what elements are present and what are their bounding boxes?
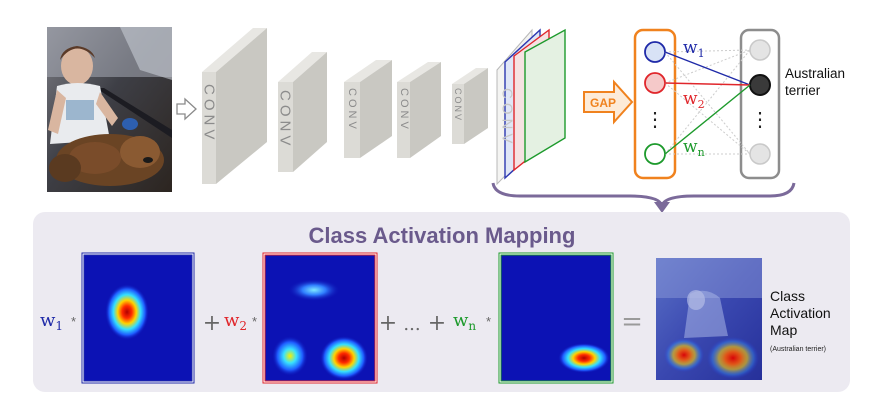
result-line1: Class bbox=[770, 288, 805, 304]
cam-title: Class Activation Mapping bbox=[309, 223, 576, 248]
conv-layer-5: CONV bbox=[452, 68, 488, 144]
gap-node-n bbox=[644, 143, 666, 165]
gap-node-2 bbox=[644, 72, 666, 94]
gap-node-column: ⋮ bbox=[633, 28, 677, 180]
result-note: (Australian terrier) bbox=[770, 346, 826, 353]
output-node-last bbox=[749, 143, 771, 165]
conv-label-6: CONV bbox=[499, 88, 516, 147]
output-node-ellipsis: ⋮ bbox=[750, 109, 770, 131]
output-node-column: ⋮ bbox=[739, 28, 781, 180]
output-class-line1: Australian bbox=[785, 66, 845, 81]
term-weight-1: w1 bbox=[40, 310, 63, 333]
weight-edge-n bbox=[664, 84, 751, 155]
conv-label-2: CONV bbox=[277, 90, 294, 149]
brace-connector bbox=[491, 182, 796, 207]
conv-layer-3: CONV bbox=[344, 60, 392, 158]
plus-1: + bbox=[203, 311, 221, 336]
gap-arrow: GAP bbox=[583, 79, 634, 125]
weight-label-2: w2 bbox=[683, 89, 705, 111]
weight-edge-1 bbox=[664, 51, 751, 86]
heatmap-2 bbox=[262, 252, 378, 384]
conv-label-4: CONV bbox=[398, 88, 410, 132]
input-photo bbox=[47, 27, 172, 192]
term-times-1: * bbox=[71, 314, 76, 329]
term-weight-2: w2 bbox=[224, 310, 247, 333]
gap-node-1 bbox=[644, 41, 666, 63]
gap-node-ellipsis: ⋮ bbox=[645, 109, 665, 131]
gap-label: GAP bbox=[590, 96, 616, 110]
conv-feature-maps: CONV bbox=[496, 28, 566, 186]
fc-faint-connections bbox=[664, 49, 751, 155]
output-class-line2: terrier bbox=[785, 83, 821, 98]
input-arrow-icon bbox=[176, 97, 197, 121]
output-node-1 bbox=[749, 39, 771, 61]
class-activation-map bbox=[656, 258, 762, 380]
brace-arrow-head bbox=[654, 202, 670, 213]
equals-sign: = bbox=[621, 307, 643, 337]
result-line3: Map bbox=[770, 322, 797, 338]
result-line2: Activation bbox=[770, 305, 831, 321]
conv-layer-2: CONV bbox=[277, 52, 327, 172]
output-node-target bbox=[749, 74, 771, 96]
plus-3: + bbox=[428, 311, 446, 336]
ellipsis: ... bbox=[403, 314, 420, 335]
plus-2: + bbox=[379, 311, 397, 336]
weight-label-n: wn bbox=[683, 137, 705, 159]
conv-layer-1: CONV bbox=[201, 28, 267, 184]
conv-layer-4: CONV bbox=[397, 62, 441, 158]
cam-panel bbox=[33, 212, 850, 392]
heatmap-1 bbox=[81, 252, 195, 384]
conv-label-3: CONV bbox=[346, 88, 358, 132]
conv-label-1: CONV bbox=[201, 84, 218, 143]
weight-edge-2 bbox=[664, 82, 751, 86]
term-times-n: * bbox=[486, 314, 491, 329]
term-weight-n: wn bbox=[453, 310, 476, 333]
term-times-2: * bbox=[252, 314, 257, 329]
weight-label-1: w1 bbox=[683, 38, 705, 60]
heatmap-n bbox=[498, 252, 614, 384]
conv-label-5: CONV bbox=[453, 88, 463, 122]
